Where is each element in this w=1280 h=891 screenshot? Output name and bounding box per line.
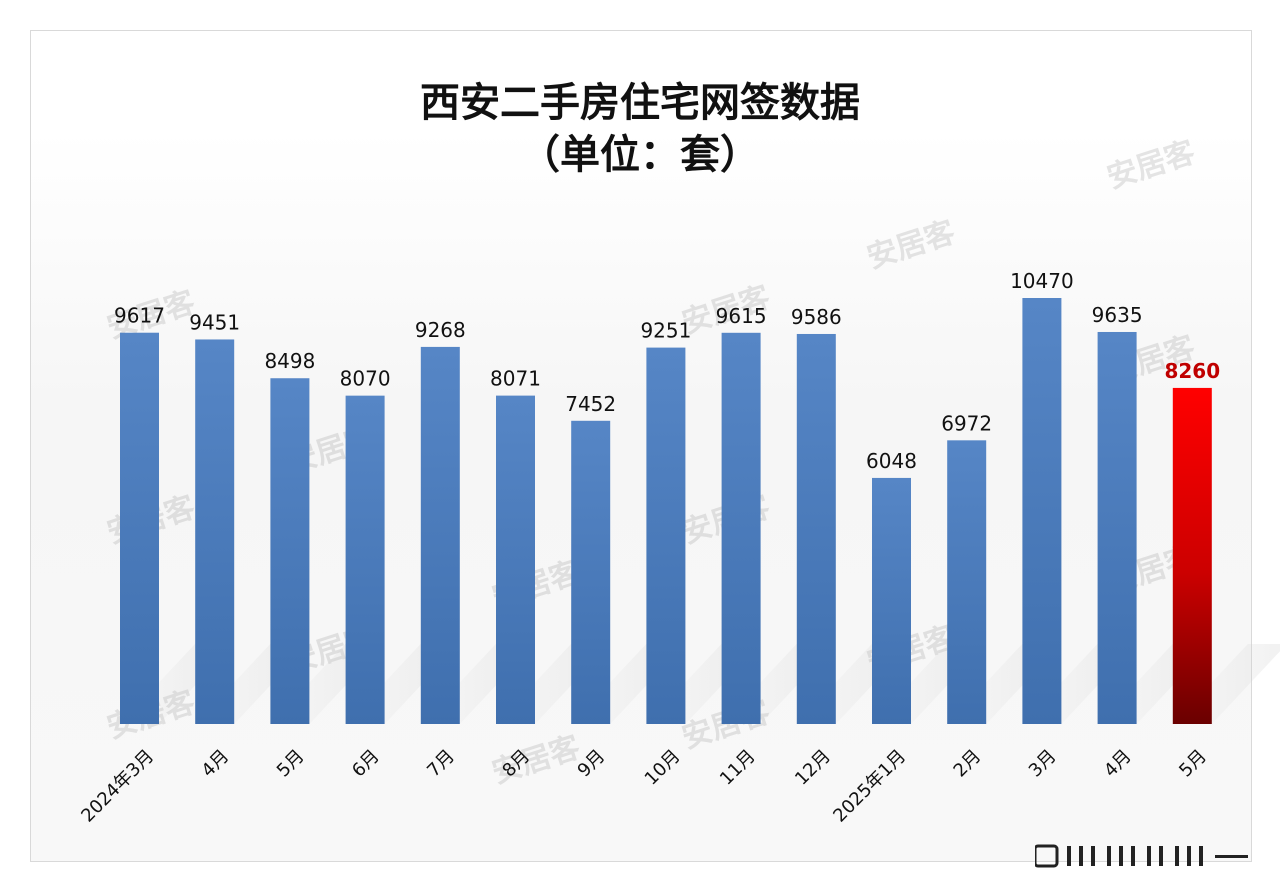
x-tick-label: 12月 (791, 746, 835, 790)
bar-value-label: 6048 (866, 449, 917, 473)
bar (872, 477, 911, 724)
toolbar-glyph-icon (1035, 844, 1248, 868)
x-tick-label: 8月 (498, 746, 534, 782)
bar (345, 395, 385, 724)
x-tick-label: 2月 (950, 746, 986, 782)
bar (270, 378, 310, 724)
x-tick-label: 2024年3月 (77, 746, 158, 827)
x-tick-label: 10月 (641, 746, 685, 790)
bar (646, 347, 686, 724)
bar (796, 333, 836, 724)
bar-value-label: 7452 (565, 392, 616, 416)
x-tick-label: 6月 (348, 746, 384, 782)
x-tick-label: 2025年1月 (829, 746, 910, 827)
bar (571, 420, 611, 724)
bar-value-label: 9615 (716, 304, 767, 328)
bar-value-label: 8498 (264, 349, 315, 373)
bar-value-label: 9635 (1092, 303, 1143, 327)
bar (420, 346, 460, 724)
bar-value-label: 8070 (340, 367, 391, 391)
x-tick-label: 7月 (423, 746, 459, 782)
x-tick-label: 3月 (1025, 746, 1061, 782)
bar-value-label: 9268 (415, 318, 466, 342)
x-tick-label: 4月 (1100, 746, 1136, 782)
x-tick-label: 5月 (273, 746, 309, 782)
chart-subtitle-unit: （单位：套） (520, 132, 760, 178)
bar-value-label: 9251 (640, 319, 691, 343)
x-tick-label: 4月 (198, 746, 234, 782)
bar-value-label: 8071 (490, 367, 541, 391)
bar-value-label: 9617 (114, 304, 165, 328)
x-tick-label: 9月 (574, 746, 610, 782)
bar (947, 440, 987, 724)
bar (1172, 387, 1212, 724)
x-tick-label: 5月 (1175, 746, 1211, 782)
chart-title: 西安二手房住宅网签数据 (420, 80, 860, 126)
bar (1022, 298, 1062, 724)
bar-value-label: 8260 (1164, 359, 1220, 383)
x-tick-label: 11月 (716, 746, 760, 790)
bar (496, 395, 535, 724)
bar-value-label: 9586 (791, 305, 842, 329)
bar (120, 332, 159, 724)
bar (195, 339, 235, 724)
bar-value-label: 6972 (941, 411, 992, 435)
bar (721, 332, 761, 724)
bar-value-label: 10470 (1010, 269, 1074, 293)
bar (1097, 331, 1137, 724)
bar-value-label: 9451 (189, 310, 240, 334)
